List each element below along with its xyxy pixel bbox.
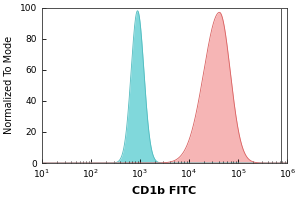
Y-axis label: Normalized To Mode: Normalized To Mode [4, 36, 14, 134]
X-axis label: CD1b FITC: CD1b FITC [132, 186, 196, 196]
